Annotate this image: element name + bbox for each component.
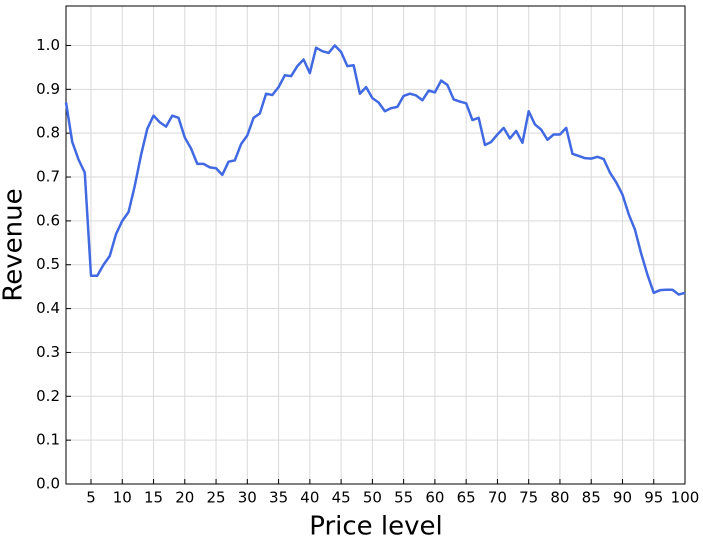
- x-tick-label: 60: [425, 489, 444, 507]
- x-tick-label: 25: [207, 489, 226, 507]
- x-tick-label: 45: [332, 489, 351, 507]
- x-tick-label: 75: [519, 489, 538, 507]
- x-tick-label: 100: [671, 489, 700, 507]
- x-tick-label: 95: [644, 489, 663, 507]
- x-tick-label: 65: [457, 489, 476, 507]
- x-tick-label: 85: [582, 489, 601, 507]
- y-tick-label: 0.6: [36, 211, 60, 229]
- x-tick-label: 70: [488, 489, 507, 507]
- x-tick-label: 5: [86, 489, 96, 507]
- y-tick-label: 0.5: [36, 255, 60, 273]
- x-tick-label: 10: [113, 489, 132, 507]
- y-tick-label: 0.9: [36, 80, 60, 98]
- y-tick-label: 0.1: [36, 431, 60, 449]
- x-tick-label: 55: [394, 489, 413, 507]
- x-tick-label: 40: [300, 489, 319, 507]
- x-tick-label: 50: [363, 489, 382, 507]
- x-tick-label: 30: [238, 489, 257, 507]
- y-tick-label: 0.0: [36, 475, 60, 493]
- y-tick-label: 0.3: [36, 343, 60, 361]
- y-axis-label: Revenue: [0, 188, 29, 301]
- plot-frame: [65, 5, 686, 485]
- y-tick-label: 0.8: [36, 124, 60, 142]
- y-tick-label: 0.2: [36, 387, 60, 405]
- y-tick-label: 0.4: [36, 299, 60, 317]
- x-tick-label: 90: [613, 489, 632, 507]
- x-tick-label: 35: [269, 489, 288, 507]
- y-tick-label: 0.7: [36, 168, 60, 186]
- x-tick-label: 80: [550, 489, 569, 507]
- x-axis-label: Price level: [309, 512, 443, 542]
- y-tick-label: 1.0: [36, 36, 60, 54]
- line: [64, 44, 686, 296]
- x-tick-label: 20: [175, 489, 194, 507]
- x-tick-label: 15: [144, 489, 163, 507]
